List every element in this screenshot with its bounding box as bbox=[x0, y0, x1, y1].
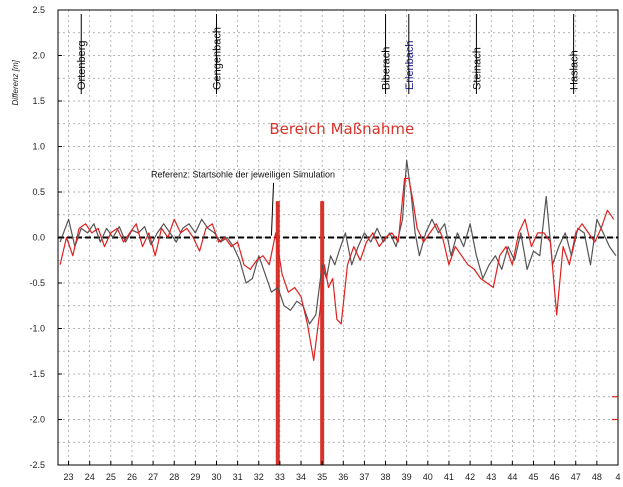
x-tick-label: 32 bbox=[254, 472, 264, 482]
x-tick-label: 42 bbox=[465, 472, 475, 482]
x-tick-label: 4 bbox=[615, 472, 620, 482]
x-tick-label: 36 bbox=[338, 472, 348, 482]
x-tick-label: 44 bbox=[507, 472, 517, 482]
y-tick-label: 0.0 bbox=[32, 233, 45, 243]
y-tick-label: 1.0 bbox=[32, 142, 45, 152]
x-tick-label: 40 bbox=[423, 472, 433, 482]
x-tick-label: 30 bbox=[211, 472, 221, 482]
x-tick-label: 25 bbox=[106, 472, 116, 482]
place-label: Steinach bbox=[471, 47, 483, 90]
x-tick-label: 46 bbox=[550, 472, 560, 482]
place-label: Haslach bbox=[569, 50, 581, 90]
place-labels: Ortenberg Gengenbach Biberach Erlenbach Stei… bbox=[76, 14, 581, 94]
x-tick-label: 47 bbox=[571, 472, 581, 482]
x-tick-label: 33 bbox=[275, 472, 285, 482]
y-axis-ticks: 2.5 2.0 1.5 1.0 0.5 0.0 -0.5 -1.0 -1.5 -2.0 -2.5 bbox=[29, 5, 62, 470]
x-tick-label: 45 bbox=[528, 472, 538, 482]
x-tick-label: 37 bbox=[359, 472, 369, 482]
legend-edge-marks bbox=[612, 396, 618, 421]
y-tick-label: -0.5 bbox=[29, 278, 45, 288]
measure-area-markers bbox=[275, 201, 325, 465]
place-label: Biberach bbox=[381, 47, 393, 90]
x-tick-label: 27 bbox=[148, 472, 158, 482]
reference-note: Referenz: Startsohle der jeweiligen Simu… bbox=[151, 169, 335, 179]
measure-area-callout: Bereich Maßnahme bbox=[269, 120, 414, 138]
y-tick-label: -1.0 bbox=[29, 324, 45, 334]
x-tick-label: 43 bbox=[486, 472, 496, 482]
x-tick-label: 48 bbox=[592, 472, 602, 482]
y-tick-label: 1.5 bbox=[32, 96, 45, 106]
y-tick-label: 2.0 bbox=[32, 51, 45, 61]
place-label: Ortenberg bbox=[76, 40, 88, 90]
x-tick-label: 28 bbox=[169, 472, 179, 482]
x-tick-label: 29 bbox=[190, 472, 200, 482]
y-tick-label: -2.5 bbox=[29, 460, 45, 470]
series-line-2 bbox=[59, 177, 615, 361]
x-tick-label: 35 bbox=[317, 472, 327, 482]
x-tick-label: 31 bbox=[233, 472, 243, 482]
y-tick-label: -2.0 bbox=[29, 415, 45, 425]
series-group bbox=[59, 159, 617, 361]
reference-arrow bbox=[270, 182, 275, 236]
series-line-1 bbox=[59, 159, 617, 325]
x-tick-label: 39 bbox=[402, 472, 412, 482]
x-axis-ticks: 23 24 25 26 27 28 29 30 31 32 33 34 35 36 37 38 39 40 41 42… bbox=[64, 461, 621, 482]
y-tick-label: -1.5 bbox=[29, 369, 45, 379]
x-tick-label: 34 bbox=[296, 472, 306, 482]
x-tick-label: 24 bbox=[85, 472, 95, 482]
place-label: Erlenbach bbox=[404, 40, 416, 90]
y-tick-label: 0.5 bbox=[32, 187, 45, 197]
x-tick-label: 23 bbox=[64, 472, 74, 482]
x-tick-label: 38 bbox=[381, 472, 391, 482]
y-axis-label: Differenz [m] bbox=[11, 59, 20, 105]
place-label: Gengenbach bbox=[211, 27, 223, 90]
y-tick-label: 2.5 bbox=[32, 5, 45, 15]
x-tick-label: 41 bbox=[444, 472, 454, 482]
x-tick-label: 26 bbox=[127, 472, 137, 482]
